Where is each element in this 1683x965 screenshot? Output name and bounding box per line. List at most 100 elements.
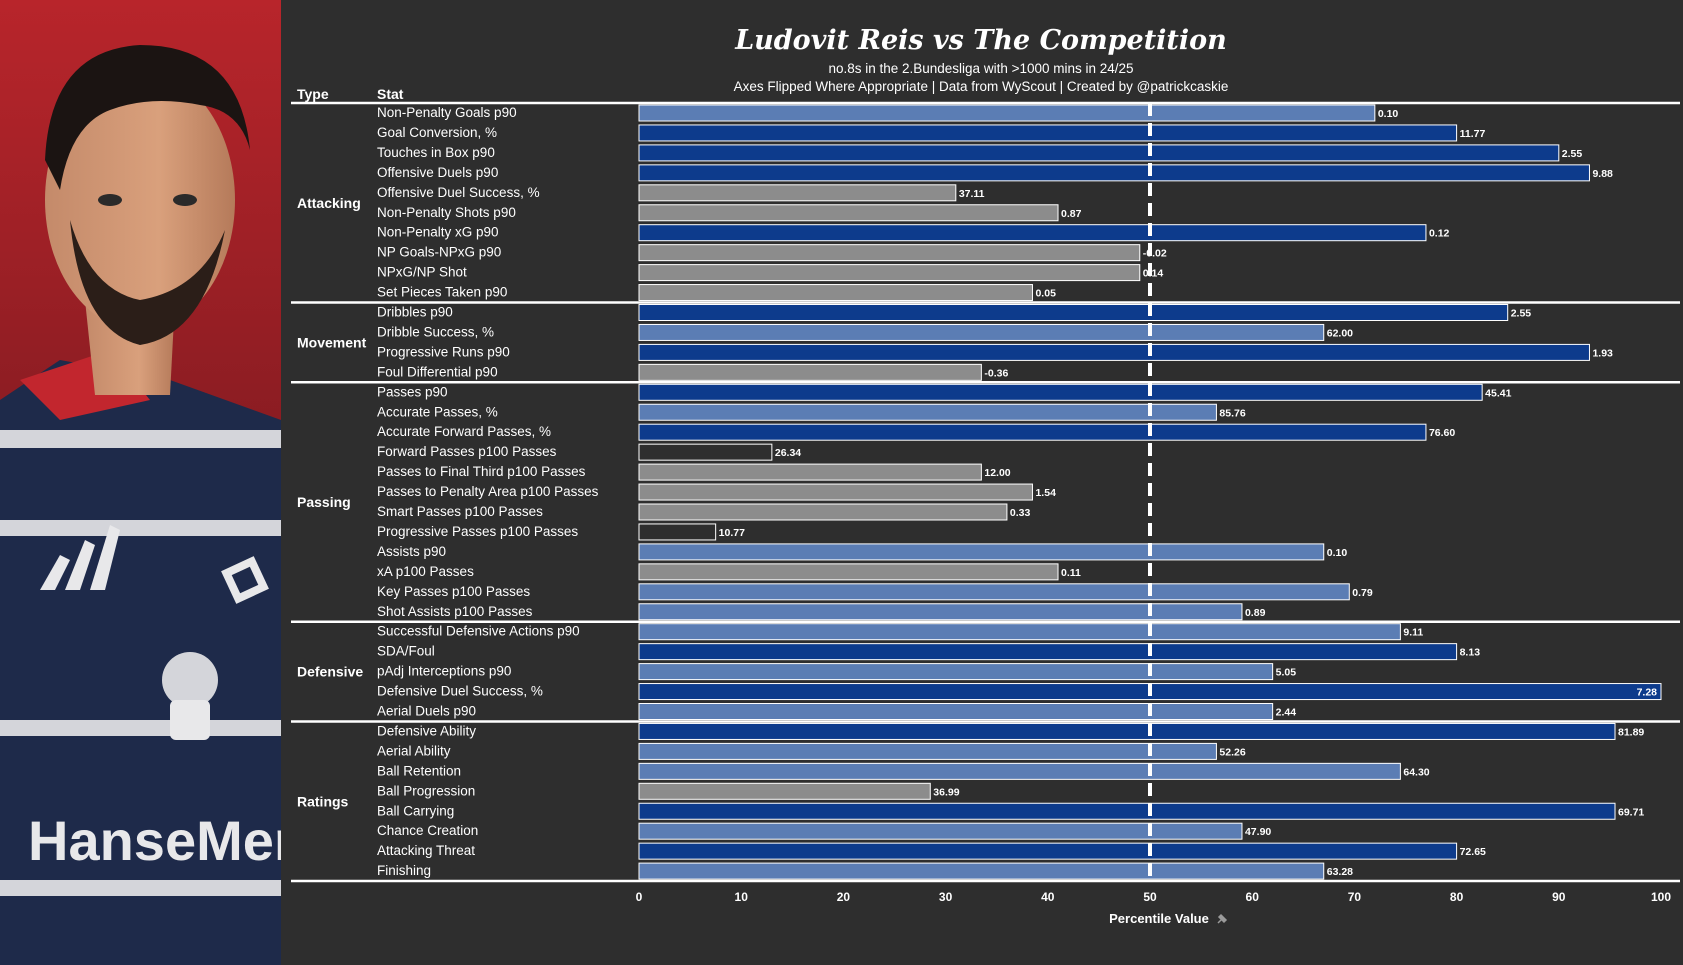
value-label: 47.90: [1245, 826, 1271, 838]
bar-movement-1: [638, 323, 1325, 341]
player-photo-illustration: HanseMerk: [0, 0, 281, 965]
bar-attacking-7: [638, 244, 1141, 262]
value-label: 62.00: [1327, 327, 1353, 339]
stat-label: SDA/Foul: [377, 644, 435, 659]
bar-passing-6: [638, 503, 1008, 521]
value-label: 2.44: [1276, 707, 1297, 719]
bar-ratings-4: [638, 802, 1616, 820]
x-tick-label: 0: [636, 890, 643, 904]
value-label: 85.76: [1219, 407, 1245, 419]
value-label: 8.13: [1460, 647, 1481, 659]
value-label: 1.54: [1035, 487, 1056, 499]
x-tick-label: 80: [1450, 890, 1464, 904]
stat-label: Attacking Threat: [377, 843, 475, 858]
value-label: 37.11: [959, 188, 985, 200]
x-tick-label: 20: [837, 890, 851, 904]
chart: Ludovit Reis vs The Competition no.8s in…: [291, 25, 1680, 926]
value-label: 69.71: [1618, 806, 1644, 818]
bar-movement-0: [638, 304, 1509, 321]
stat-label: Successful Defensive Actions p90: [377, 624, 580, 639]
value-label: 5.05: [1276, 667, 1297, 679]
bar-attacking-3: [638, 164, 1590, 182]
bar-movement-3: [638, 363, 982, 381]
group-label: Defensive: [297, 664, 363, 680]
x-tick-label: 60: [1246, 890, 1260, 904]
value-label: 11.77: [1460, 128, 1486, 140]
bar-attacking-1: [638, 124, 1458, 142]
stat-label: Chance Creation: [377, 823, 478, 838]
value-label: 2.55: [1562, 148, 1583, 160]
bar-passing-9: [638, 563, 1059, 581]
column-header-type: Type: [297, 86, 329, 102]
stat-label: Dribble Success, %: [377, 324, 494, 339]
stat-label: Smart Passes p100 Passes: [377, 504, 543, 519]
value-label: 63.28: [1327, 866, 1353, 878]
stat-label: Goal Conversion, %: [377, 125, 497, 140]
group-label: Attacking: [297, 195, 361, 211]
stat-label: Aerial Ability: [377, 743, 451, 758]
value-label: 12.00: [984, 467, 1010, 479]
bar-passing-11: [638, 603, 1243, 621]
value-label: 81.89: [1618, 726, 1644, 738]
player-photo: HanseMerk: [0, 0, 281, 965]
stat-label: NP Goals-NPxG p90: [377, 245, 501, 260]
value-label: 0.33: [1010, 507, 1031, 519]
stat-label: Passes p90: [377, 384, 448, 399]
value-label: 0.10: [1378, 108, 1399, 120]
stat-label: Touches in Box p90: [377, 145, 495, 160]
bar-passing-1: [638, 403, 1217, 421]
stat-label: Offensive Duel Success, %: [377, 185, 540, 200]
bar-attacking-4: [638, 184, 957, 202]
value-label: 0.11: [1061, 567, 1081, 579]
value-label: 72.65: [1460, 846, 1486, 858]
bar-ratings-2: [638, 762, 1401, 780]
x-tick-label: 50: [1143, 890, 1157, 904]
bar-attacking-9: [638, 284, 1033, 302]
bar-passing-5: [638, 483, 1033, 501]
bar-defensive-0: [638, 623, 1401, 641]
bar-ratings-5: [638, 822, 1243, 840]
value-label: -0.36: [984, 367, 1008, 379]
value-label: 0.89: [1245, 607, 1266, 619]
bar-defensive-4: [638, 703, 1274, 720]
value-label: 9.11: [1403, 627, 1423, 639]
bar-passing-7: [638, 523, 717, 541]
x-tick-label: 70: [1348, 890, 1362, 904]
stat-label: Accurate Passes, %: [377, 404, 498, 419]
bar-defensive-1: [638, 643, 1458, 661]
bar-ratings-3: [638, 782, 931, 800]
stat-label: Shot Assists p100 Passes: [377, 604, 533, 619]
value-label: 52.26: [1219, 746, 1245, 758]
x-tick-label: 40: [1041, 890, 1055, 904]
bar-ratings-1: [638, 742, 1217, 760]
x-axis: 0 10 20 30 40 50 60 70 80 90 100: [636, 890, 1672, 904]
bar-attacking-8: [638, 264, 1141, 282]
stat-label: pAdj Interceptions p90: [377, 664, 511, 679]
sponsor-text: HanseMerk: [28, 809, 281, 872]
stat-label: Assists p90: [377, 544, 446, 559]
value-label: 0.05: [1035, 288, 1056, 300]
bar-passing-10: [638, 583, 1350, 601]
stat-label: xA p100 Passes: [377, 564, 474, 579]
stat-label: Set Pieces Taken p90: [377, 285, 507, 300]
x-tick-label: 100: [1651, 890, 1671, 904]
x-tick-label: 90: [1552, 890, 1566, 904]
bar-passing-4: [638, 463, 982, 481]
stat-label: Passes to Penalty Area p100 Passes: [377, 484, 599, 499]
value-label: 45.41: [1485, 387, 1511, 399]
rows-layer: Non-Penalty Goals p90 0.10 Goal Conversion…: [291, 101, 1680, 883]
bar-attacking-6: [638, 224, 1427, 242]
value-label: 76.60: [1429, 427, 1455, 439]
stat-label: Finishing: [377, 863, 431, 878]
chart-subtitle-1: no.8s in the 2.Bundesliga with >1000 min…: [828, 61, 1133, 76]
x-tick-label: 10: [735, 890, 749, 904]
group-label: Passing: [297, 494, 351, 510]
pin-icon: [1217, 913, 1228, 924]
bar-attacking-0: [638, 104, 1376, 122]
bar-defensive-2: [638, 663, 1274, 681]
stat-label: Non-Penalty xG p90: [377, 225, 499, 240]
chart-subtitle-2: Axes Flipped Where Appropriate | Data fr…: [734, 79, 1229, 94]
group-label: Ratings: [297, 793, 349, 809]
stat-label: Progressive Passes p100 Passes: [377, 524, 578, 539]
stat-label: Non-Penalty Shots p90: [377, 205, 516, 220]
